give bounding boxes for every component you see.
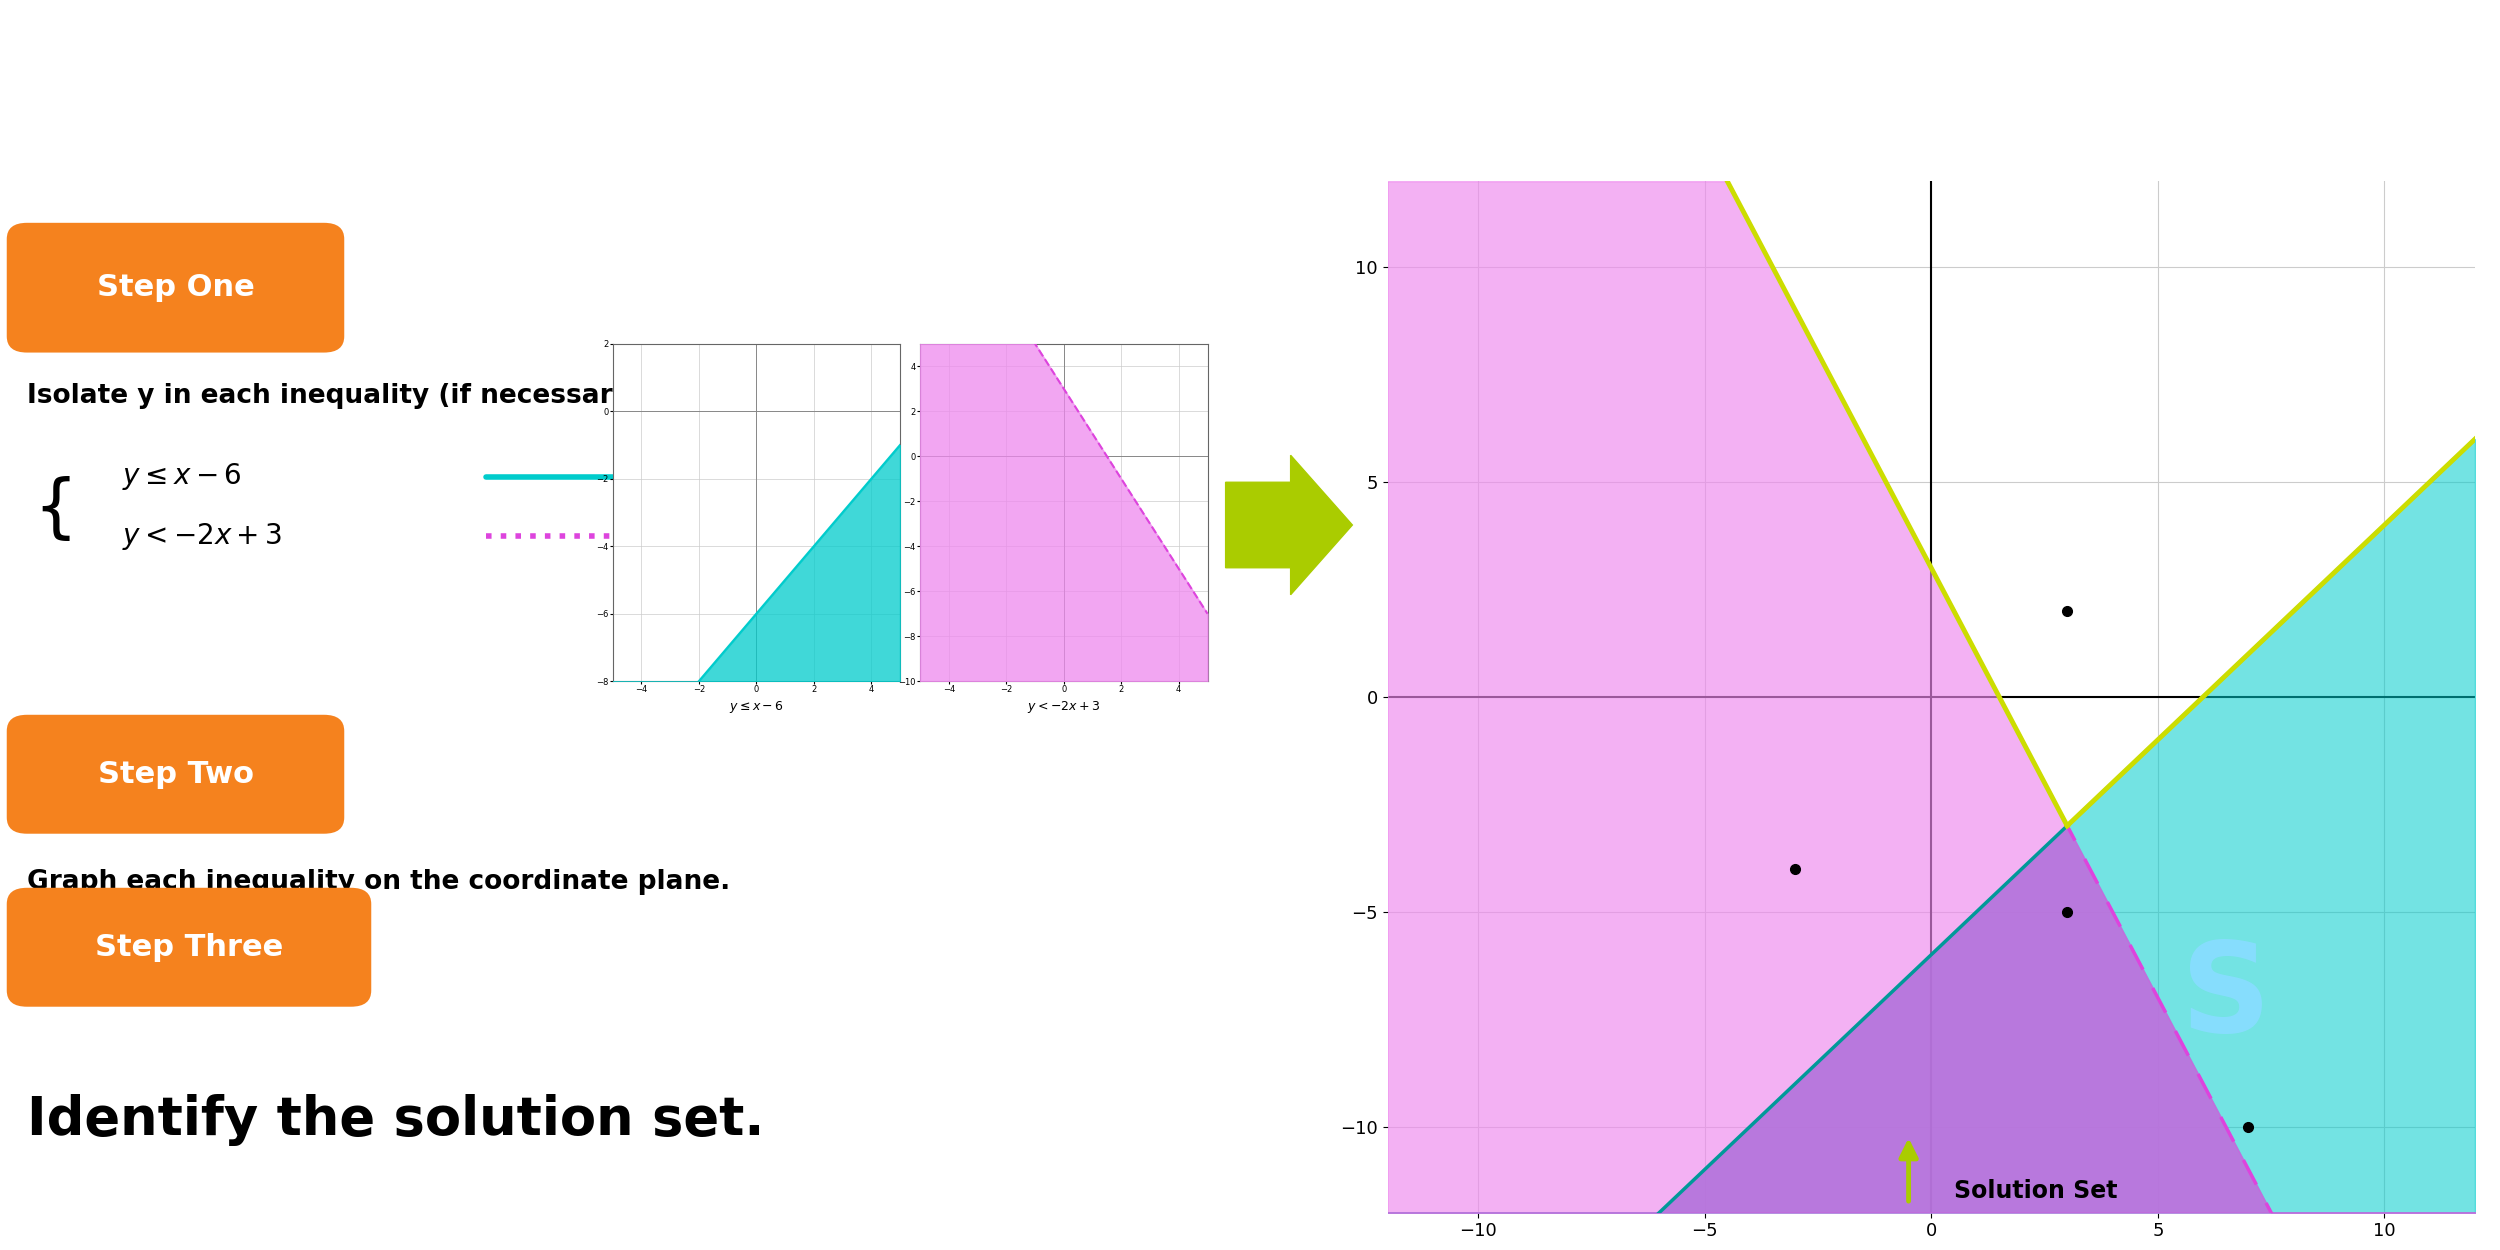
FancyBboxPatch shape xyxy=(8,888,372,1006)
Text: $y \leq x - 6$: $y \leq x - 6$ xyxy=(122,461,240,492)
Text: Step Two: Step Two xyxy=(98,760,253,789)
Text: $y < -2x + 3$: $y < -2x + 3$ xyxy=(122,521,282,552)
Text: Graphing Systems of Inequalities: Graphing Systems of Inequalities xyxy=(208,30,2292,139)
Text: Solution Set: Solution Set xyxy=(1955,1179,2118,1202)
FancyArrow shape xyxy=(1225,455,1352,595)
Text: Identify the solution set.: Identify the solution set. xyxy=(28,1094,765,1146)
Text: Graph each inequality on the coordinate plane.: Graph each inequality on the coordinate … xyxy=(28,870,730,895)
FancyBboxPatch shape xyxy=(8,222,345,352)
X-axis label: $y \leq x - 6$: $y \leq x - 6$ xyxy=(730,699,782,715)
Text: Step One: Step One xyxy=(98,274,255,302)
Text: Step Three: Step Three xyxy=(95,932,282,961)
X-axis label: $y < -2x + 3$: $y < -2x + 3$ xyxy=(1028,699,1100,715)
Text: {: { xyxy=(35,476,78,542)
Text: S: S xyxy=(2180,938,2270,1059)
Text: Isolate y in each inequality (if necessary): Isolate y in each inequality (if necessa… xyxy=(28,382,642,409)
FancyBboxPatch shape xyxy=(8,715,345,834)
